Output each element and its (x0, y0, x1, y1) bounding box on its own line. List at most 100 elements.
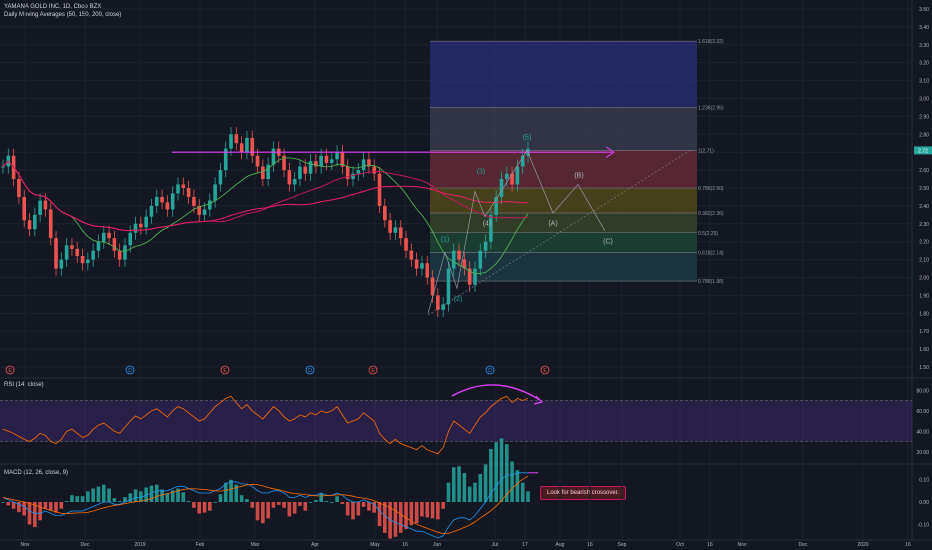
y-tick-label: 3.50 (919, 7, 929, 13)
macd-histogram-bar (292, 502, 297, 514)
rsi-band (0, 400, 912, 442)
candle (308, 153, 313, 181)
y-tick-label: 3.00 (919, 96, 929, 102)
y-tick-label: 2.30 (919, 222, 929, 228)
candle (245, 130, 249, 160)
macd-histogram-bar (367, 502, 371, 511)
x-tick-label: 17 (522, 542, 528, 548)
y-tick-label: 3.40 (919, 25, 929, 31)
candle-body (70, 245, 74, 249)
candle-body (329, 159, 334, 163)
candle-body (192, 196, 196, 206)
x-tick-label: 16 (707, 542, 713, 548)
fib-level-label: 0.618(2.14) (698, 250, 724, 256)
macd-histogram-bar (489, 448, 493, 502)
candle (250, 130, 255, 163)
candle-body (367, 159, 371, 167)
macd-histogram-bar (398, 502, 403, 533)
candle-body (213, 184, 217, 201)
candle-body (282, 155, 286, 171)
candle-body (133, 223, 138, 233)
macd-histogram-bar (165, 493, 170, 502)
candle (494, 189, 498, 223)
macd-histogram-bar (133, 489, 138, 502)
macd-histogram-bar (404, 502, 408, 529)
candle-body (181, 184, 186, 188)
y-tick-label: 2.50 (919, 186, 929, 192)
macd-histogram-bar (234, 484, 239, 502)
candle-body (462, 259, 467, 269)
candle-body (149, 205, 154, 217)
candle-body (504, 173, 509, 180)
macd-histogram-bar (208, 502, 212, 511)
x-tick-label: Aug (556, 542, 565, 548)
candle-body (473, 268, 477, 285)
macd-histogram-bar (70, 495, 74, 502)
macd-histogram-bar (467, 486, 472, 502)
candle (107, 225, 111, 246)
candle-body (27, 220, 32, 230)
candle (80, 248, 85, 271)
candle (473, 261, 477, 292)
candle-body (176, 184, 180, 194)
rsi-tick-label: 40.00 (916, 429, 929, 435)
macd-histogram-bar (80, 496, 85, 502)
macd-histogram-bar (154, 484, 159, 502)
x-tick-label: 16 (587, 542, 593, 548)
candle-body (86, 259, 90, 264)
macd-histogram-bar (483, 464, 488, 502)
candle-body (107, 232, 111, 239)
macd-histogram-bar (33, 502, 37, 528)
candle (1, 159, 5, 174)
rsi-label: RSI (14, close) (4, 382, 44, 388)
candle-body (75, 248, 80, 257)
x-tick-label: Oct (676, 542, 684, 548)
wave-label: (5) (523, 135, 532, 142)
macd-histogram-bar (383, 502, 387, 533)
candle-body (324, 155, 329, 163)
macd-line (2, 472, 528, 539)
y-tick-label: 1.60 (919, 347, 929, 353)
candle-body (361, 159, 366, 171)
macd-histogram-bar (86, 491, 90, 502)
candle-body (223, 148, 228, 171)
candle (367, 152, 371, 174)
macd-histogram-bar (298, 502, 302, 506)
candle-body (239, 143, 244, 153)
macd-histogram-bar (54, 502, 58, 513)
x-tick-label: Sep (618, 542, 627, 548)
x-tick-label: Dec (81, 542, 90, 548)
candle (467, 261, 472, 292)
candle (377, 166, 382, 214)
fib-zone (430, 150, 697, 188)
macd-histogram-bar (430, 502, 435, 519)
x-tick-label: 2019 (134, 542, 145, 548)
candle-body (208, 200, 212, 210)
candle-body (393, 227, 398, 233)
macd-histogram-bar (303, 502, 308, 511)
candle-body (457, 250, 461, 260)
candle-body (38, 200, 42, 215)
macd-tick-label: 0.10 (919, 478, 929, 484)
candle (70, 238, 74, 257)
fib-level-label: 1.618(3.32) (698, 39, 724, 45)
macd-histogram-bar (64, 501, 69, 502)
annotation-callout: Look for bearish crossover. (540, 486, 627, 500)
candle-body (54, 238, 58, 269)
candle-body (451, 250, 456, 269)
rsi-tick-label: 80.00 (916, 388, 929, 394)
macd-histogram-bar (478, 474, 483, 502)
candle (451, 243, 456, 276)
fib-level-label: 0.5(2.25) (698, 231, 718, 237)
candle-body (33, 214, 37, 230)
macd-histogram-bar (473, 482, 477, 502)
trend-line (427, 150, 691, 316)
macd-histogram-bar (271, 502, 276, 508)
macd-histogram-bar (186, 501, 191, 502)
candle (255, 148, 260, 174)
macd-histogram-bar (441, 502, 445, 509)
macd-label: MACD (12, 26, close, 9) (4, 470, 69, 476)
candle (64, 238, 69, 267)
fib-zone (430, 232, 697, 253)
